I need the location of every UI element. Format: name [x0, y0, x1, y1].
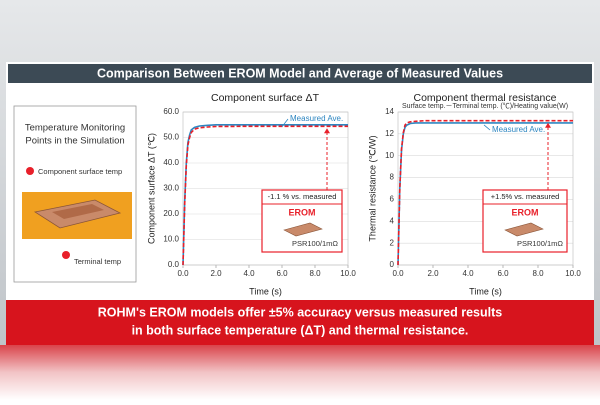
monitor-title: Temperature Monitoring [25, 123, 125, 134]
banner [6, 300, 594, 345]
arrow-head [545, 122, 551, 128]
series-label: Measured Ave. [290, 114, 343, 123]
plot-frame [397, 111, 574, 266]
arrow-head [324, 128, 330, 134]
y-tick-label: 0 [390, 260, 395, 269]
annotation-text: PSR100/1mΩ [517, 239, 563, 248]
y-tick-label: 12 [385, 129, 394, 138]
monitor-title: Points in the Simulation [25, 136, 124, 147]
point-label: Component surface temp [38, 167, 122, 176]
series-label: EROM [512, 207, 539, 217]
y-tick-label: 30.0 [163, 184, 179, 193]
chart-title: Component surface ΔT [211, 92, 320, 104]
header-bar [8, 64, 592, 83]
y-tick-label: 40.0 [163, 158, 179, 167]
x-tick-label: 6.0 [497, 269, 509, 278]
x-tick-label: 8.0 [532, 269, 544, 278]
banner-text: in both surface temperature (ΔT) and the… [132, 323, 469, 337]
x-axis-label: Time (s) [249, 286, 282, 296]
x-tick-label: 0.0 [177, 269, 189, 278]
banner-text: ROHM's EROM models offer ±5% accuracy ve… [98, 305, 502, 319]
y-tick-label: 8 [390, 173, 395, 182]
y-axis-label: Component surface ΔT (℃) [146, 133, 156, 244]
annotation-text: -1.1 % vs. measured [268, 192, 337, 201]
y-tick-label: 6 [390, 195, 395, 204]
y-tick-label: 60.0 [163, 107, 179, 116]
annotation-text: PSR100/1mΩ [292, 239, 338, 248]
y-tick-label: 2 [390, 238, 395, 247]
x-tick-label: 10.0 [565, 269, 581, 278]
resistor-icon [504, 222, 544, 237]
annotation-text: +1.5% vs. measured [491, 192, 560, 201]
label-arrow [281, 118, 289, 127]
x-tick-label: 2.0 [427, 269, 439, 278]
x-tick-label: 0.0 [392, 269, 404, 278]
y-axis-label: Thermal resistance (℃/W) [367, 135, 377, 241]
x-axis-label: Time (s) [469, 286, 502, 296]
annotation-box [482, 189, 568, 253]
x-tick-label: 10.0 [340, 269, 356, 278]
plot-frame [182, 111, 349, 266]
label-arrow [483, 124, 491, 131]
x-tick-label: 4.0 [243, 269, 255, 278]
x-tick-label: 8.0 [309, 269, 321, 278]
background-bottom [0, 345, 600, 400]
y-tick-label: 50.0 [163, 133, 179, 142]
marker-icon [26, 167, 34, 175]
x-tick-label: 2.0 [210, 269, 222, 278]
y-tick-label: 0.0 [168, 260, 180, 269]
x-tick-label: 4.0 [462, 269, 474, 278]
x-tick-label: 6.0 [276, 269, 288, 278]
series-label: EROM [289, 207, 316, 217]
header-title: Comparison Between EROM Model and Averag… [97, 66, 503, 80]
resistor-icon [283, 222, 323, 237]
y-tick-label: 20.0 [163, 209, 179, 218]
chart-title: Component thermal resistance [414, 92, 557, 104]
y-tick-label: 4 [390, 216, 395, 225]
y-tick-label: 14 [385, 107, 394, 116]
y-tick-label: 10.0 [163, 235, 179, 244]
point-label: Terminal temp [74, 257, 121, 266]
y-tick-label: 10 [385, 151, 394, 160]
series-label: Measured Ave. [492, 125, 545, 134]
marker-icon [62, 251, 70, 259]
resistor-top [52, 204, 104, 219]
series-line [182, 125, 348, 266]
annotation-box [261, 189, 343, 253]
chart-subtitle: Surface temp.－Terminal temp. (℃)/Heating… [402, 102, 568, 110]
